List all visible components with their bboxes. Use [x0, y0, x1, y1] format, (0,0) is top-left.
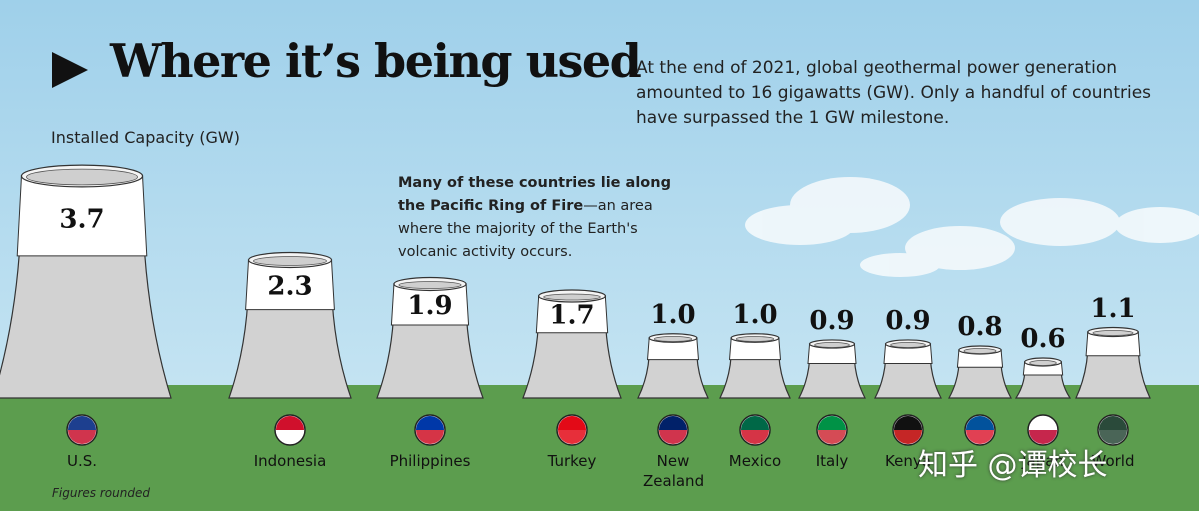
- category-label: Kenya: [885, 452, 931, 470]
- flag-part: [416, 430, 444, 444]
- value-label: 0.9: [809, 306, 854, 336]
- flag: [1027, 414, 1059, 446]
- value-label: 3.7: [59, 204, 104, 234]
- clouds: [745, 177, 1199, 277]
- watermark: 知乎 @谭校长: [918, 448, 1108, 483]
- footnote: Figures rounded: [52, 486, 150, 500]
- flag-part: [68, 430, 96, 444]
- tower-opening: [963, 348, 997, 354]
- tower-opening: [653, 336, 693, 342]
- value-label: 2.3: [267, 272, 312, 302]
- flag-part: [1099, 430, 1127, 444]
- flag-part: [558, 416, 586, 430]
- category-label: Japan: [1022, 452, 1064, 470]
- tower-opening: [253, 256, 327, 266]
- flag-part: [416, 416, 444, 430]
- category-label: Turkey: [547, 452, 597, 470]
- category-label: New Zealand: [643, 452, 705, 490]
- flag-part: [894, 430, 922, 444]
- tower-opening: [543, 293, 601, 301]
- flag: [816, 414, 848, 446]
- value-label: 1.9: [407, 291, 452, 321]
- value-label: 1.0: [650, 300, 695, 330]
- flag: [892, 414, 924, 446]
- tower-opening: [1029, 360, 1057, 366]
- axis-label: Installed Capacity (GW): [51, 128, 240, 147]
- flag-part: [659, 430, 687, 444]
- annotation: Many of these countries lie along the Pa…: [398, 172, 678, 264]
- category-label: World: [1091, 452, 1135, 470]
- ground: [0, 385, 1199, 511]
- flag: [414, 414, 446, 446]
- play-icon: [52, 52, 88, 88]
- flag-part: [741, 416, 769, 430]
- flag-part: [68, 416, 96, 430]
- annotation-bold: Many of these countries lie along the Pa…: [398, 175, 671, 214]
- category-label: Philippines: [389, 452, 471, 470]
- flag-part: [1099, 416, 1127, 430]
- value-label: 1.0: [732, 300, 777, 330]
- annotation-text: —an area where the majority of the Earth…: [398, 198, 653, 260]
- flag-part: [741, 430, 769, 444]
- value-label: 0.6: [1020, 324, 1065, 354]
- tower-opening: [814, 342, 850, 348]
- value-label: 1.7: [549, 300, 594, 330]
- flag-part: [966, 430, 994, 444]
- tower-opening: [26, 168, 138, 186]
- flag-part: [276, 416, 304, 430]
- category-label: Italy: [815, 452, 849, 470]
- flag-part: [1029, 430, 1057, 444]
- value-label: 1.1: [1090, 294, 1135, 324]
- title: Where it’s being used: [110, 34, 642, 88]
- flag: [964, 414, 996, 446]
- flag: [556, 414, 588, 446]
- flag: [274, 414, 306, 446]
- flag-part: [1029, 416, 1057, 430]
- flag-part: [659, 416, 687, 430]
- flag-part: [276, 430, 304, 444]
- value-label: 0.9: [885, 306, 930, 336]
- flag: [739, 414, 771, 446]
- tower-opening: [1092, 330, 1134, 336]
- flag-part: [558, 430, 586, 444]
- tower-opening: [890, 342, 926, 348]
- category-label: U.S.: [66, 452, 98, 470]
- flag-part: [818, 430, 846, 444]
- value-label: 0.8: [957, 312, 1002, 342]
- subtitle: At the end of 2021, global geothermal po…: [636, 58, 1152, 128]
- flag: [657, 414, 689, 446]
- category-label: Indonesia: [253, 452, 327, 470]
- flag-part: [966, 416, 994, 430]
- flag-part: [894, 416, 922, 430]
- tower-opening: [398, 281, 462, 289]
- category-label: Mexico: [728, 452, 782, 470]
- tower-opening: [735, 336, 775, 342]
- flag: [1097, 414, 1129, 446]
- flag: [66, 414, 98, 446]
- flag-part: [818, 416, 846, 430]
